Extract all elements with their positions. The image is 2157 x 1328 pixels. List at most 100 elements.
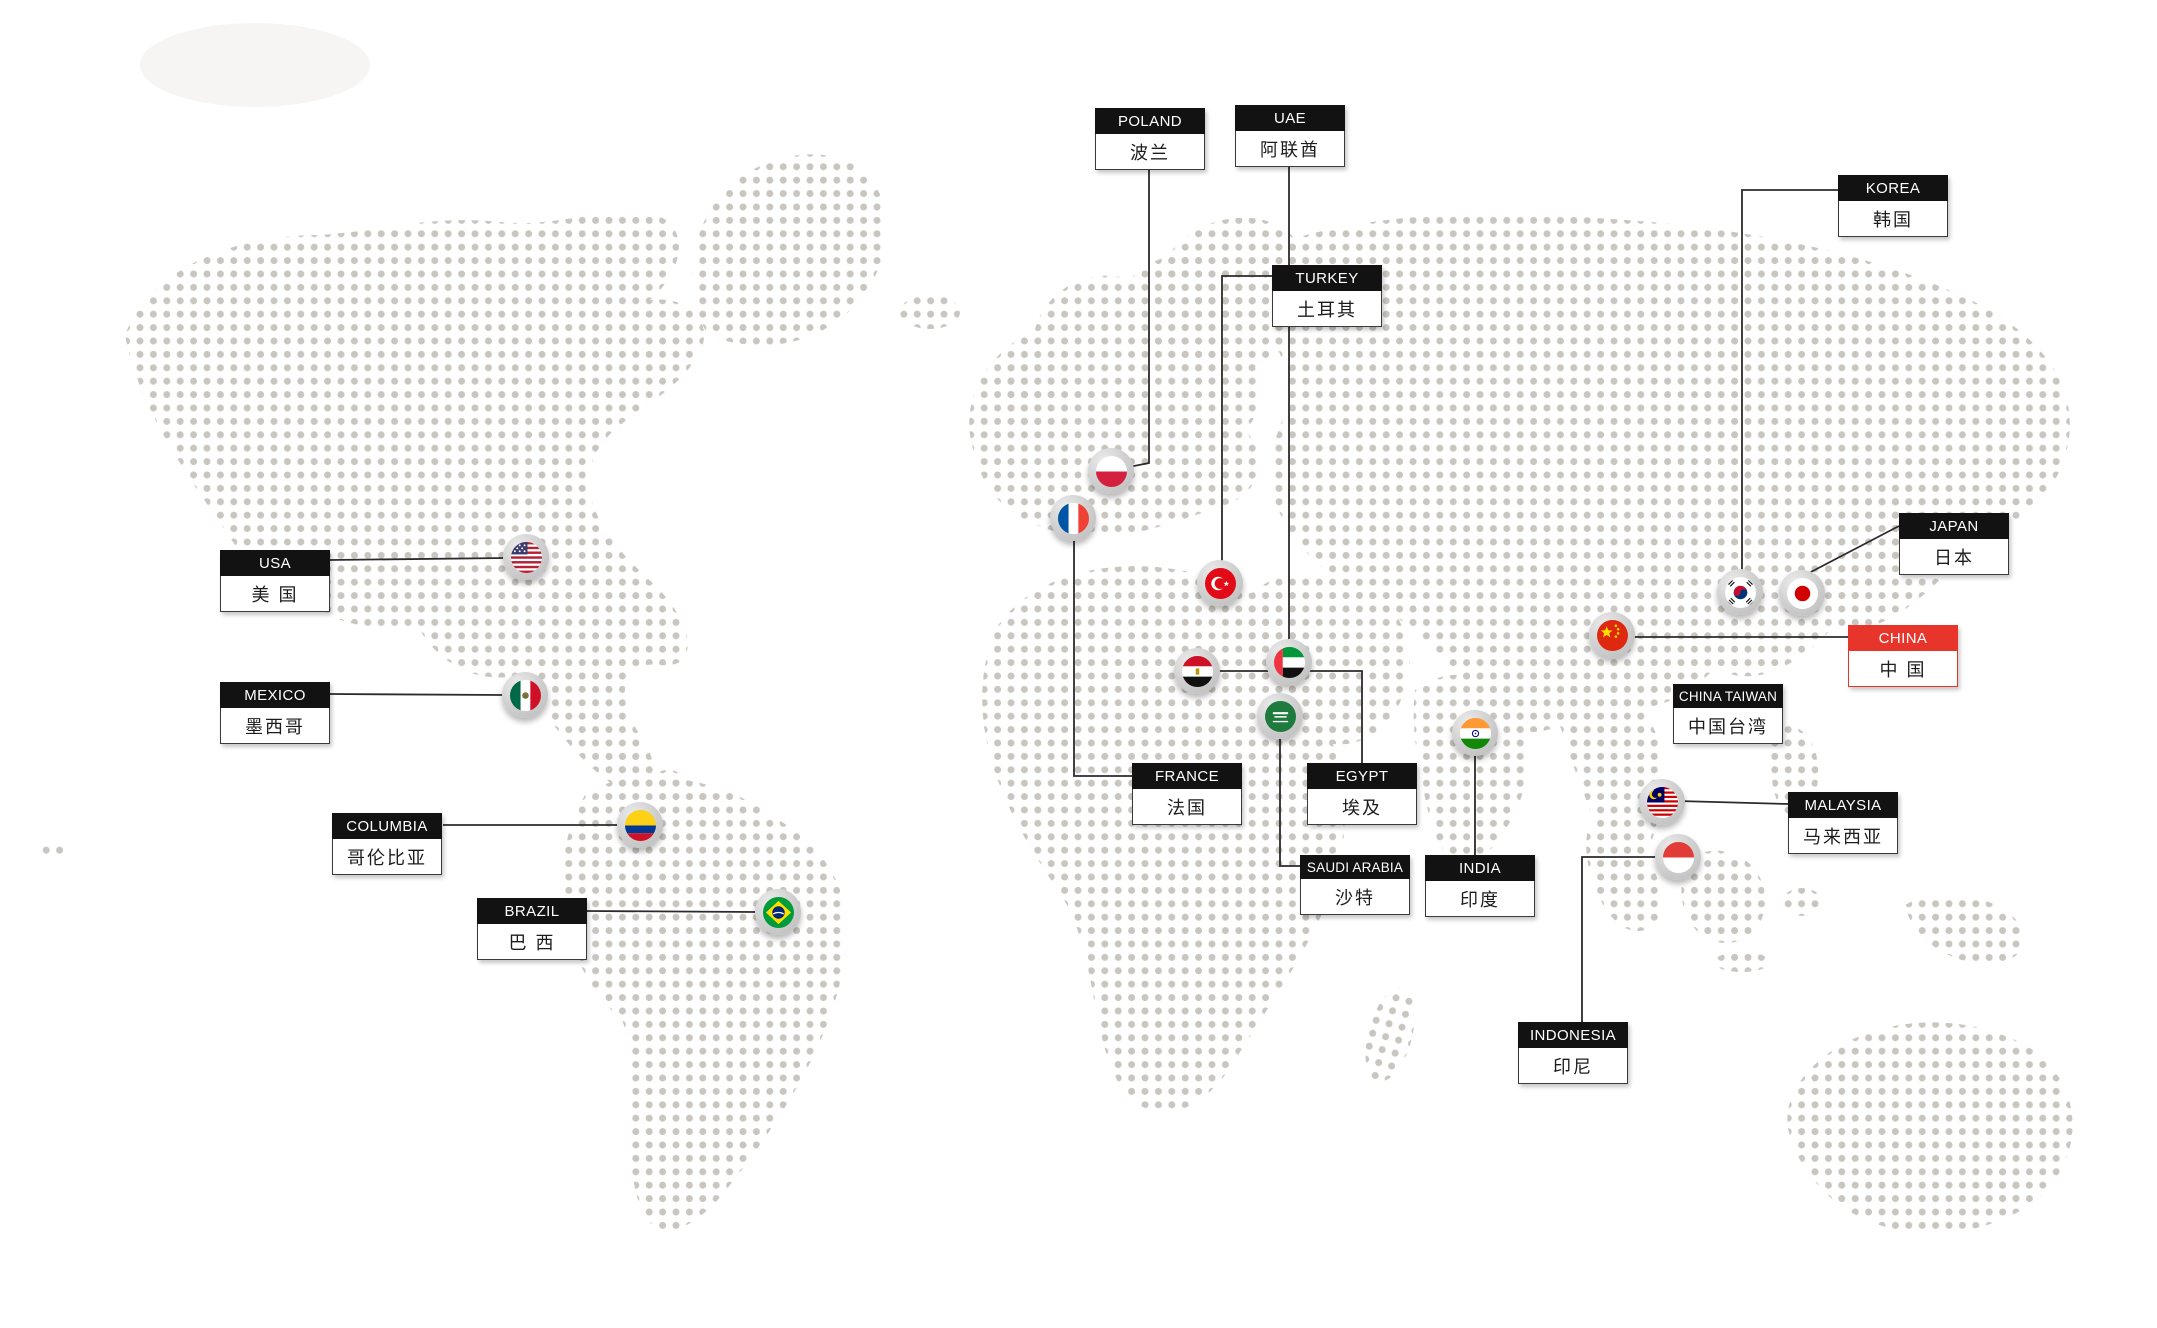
island-greenland bbox=[692, 154, 887, 345]
map-pin-brazil[interactable] bbox=[755, 889, 801, 935]
colombia-flag-icon bbox=[624, 809, 656, 841]
leader-line-korea bbox=[1741, 189, 1838, 575]
country-label-france: FRANCE 法国 bbox=[1132, 763, 1242, 825]
island-madagascar bbox=[1365, 988, 1415, 1082]
country-name-en: JAPAN bbox=[1899, 513, 2009, 539]
country-name-zh: 哥伦比亚 bbox=[332, 839, 442, 875]
country-name-zh: 波兰 bbox=[1095, 134, 1205, 170]
island-new-guinea bbox=[1905, 894, 2025, 964]
island-borneo bbox=[1681, 850, 1766, 944]
country-name-zh: 韩国 bbox=[1838, 201, 1948, 237]
country-name-en: COLUMBIA bbox=[332, 813, 442, 839]
region-india bbox=[1413, 674, 1529, 863]
country-label-china-taiwan: CHINA TAIWAN 中国台湾 bbox=[1673, 684, 1783, 744]
map-pin-turkey[interactable] bbox=[1197, 560, 1243, 606]
country-label-egypt: EGYPT 埃及 bbox=[1307, 763, 1417, 825]
map-pin-france[interactable] bbox=[1050, 495, 1096, 541]
map-pin-usa[interactable] bbox=[503, 534, 549, 580]
country-label-uae: UAE 阿联酋 bbox=[1235, 105, 1345, 167]
japan-flag-icon bbox=[1786, 577, 1818, 609]
country-name-en: KOREA bbox=[1838, 175, 1948, 201]
map-pin-malaysia[interactable] bbox=[1639, 779, 1685, 825]
map-pin-mexico[interactable] bbox=[502, 672, 548, 718]
country-name-zh: 墨西哥 bbox=[220, 708, 330, 744]
country-label-brazil: BRAZIL 巴 西 bbox=[477, 898, 587, 960]
poland-flag-icon bbox=[1095, 455, 1127, 487]
leader-line-malaysia bbox=[1677, 800, 1789, 805]
leader-line-turkey bbox=[1221, 275, 1272, 566]
islands-caribbean-1 bbox=[606, 753, 638, 771]
country-name-zh: 中国台湾 bbox=[1673, 708, 1783, 744]
region-indochina bbox=[1554, 685, 1663, 885]
leader-line-poland bbox=[1123, 163, 1150, 469]
france-flag-icon bbox=[1057, 502, 1089, 534]
malaysia-flag-icon bbox=[1646, 786, 1678, 818]
country-name-zh: 美 国 bbox=[220, 576, 330, 612]
island-iceland bbox=[900, 295, 960, 329]
map-pin-japan[interactable] bbox=[1779, 570, 1825, 616]
country-label-poland: POLAND 波兰 bbox=[1095, 108, 1205, 170]
map-pin-poland[interactable] bbox=[1088, 448, 1134, 494]
uae-flag-icon bbox=[1273, 646, 1305, 678]
country-name-en: CHINA TAIWAN bbox=[1673, 684, 1783, 708]
island-sulawesi bbox=[1782, 888, 1822, 916]
country-label-japan: JAPAN 日本 bbox=[1899, 513, 2009, 575]
map-pin-egypt[interactable] bbox=[1174, 648, 1220, 694]
background-smudge bbox=[140, 23, 370, 107]
map-pin-korea[interactable] bbox=[1717, 569, 1763, 615]
continent-north-america bbox=[125, 212, 705, 793]
country-name-en: UAE bbox=[1235, 105, 1345, 131]
country-label-usa: USA 美 国 bbox=[220, 550, 330, 612]
usa-flag-icon bbox=[510, 541, 542, 573]
country-name-zh: 土耳其 bbox=[1272, 291, 1382, 327]
country-name-en: CHINA bbox=[1848, 625, 1958, 651]
islands-pacific bbox=[41, 841, 69, 859]
turkey-flag-icon bbox=[1204, 567, 1236, 599]
country-name-en: POLAND bbox=[1095, 108, 1205, 134]
country-label-korea: KOREA 韩国 bbox=[1838, 175, 1948, 237]
map-pin-indonesia[interactable] bbox=[1655, 834, 1701, 880]
country-name-zh: 法国 bbox=[1132, 789, 1242, 825]
continent-asia bbox=[1190, 214, 2070, 733]
country-label-mexico: MEXICO 墨西哥 bbox=[220, 682, 330, 744]
country-label-turkey: TURKEY 土耳其 bbox=[1272, 265, 1382, 327]
country-name-zh: 马来西亚 bbox=[1788, 818, 1898, 854]
island-uk bbox=[1004, 354, 1055, 430]
mexico-flag-icon bbox=[509, 679, 541, 711]
leader-line-japan bbox=[1806, 525, 1900, 575]
leader-line-egypt bbox=[1212, 670, 1363, 763]
map-pin-china[interactable] bbox=[1589, 612, 1635, 658]
map-pin-india[interactable] bbox=[1452, 710, 1498, 756]
leader-line-indonesia bbox=[1581, 856, 1661, 1022]
map-pin-uae[interactable] bbox=[1266, 639, 1312, 685]
brazil-flag-icon bbox=[762, 896, 794, 928]
continent-africa bbox=[982, 566, 1345, 1113]
country-name-en: INDONESIA bbox=[1518, 1022, 1628, 1048]
islands-japan bbox=[1829, 466, 1924, 600]
country-name-zh: 埃及 bbox=[1307, 789, 1417, 825]
island-java bbox=[1714, 952, 1770, 972]
country-label-china: CHINA 中 国 bbox=[1848, 625, 1958, 687]
leader-line-mexico bbox=[329, 693, 505, 696]
island-sumatra-malaya bbox=[1586, 827, 1662, 932]
map-pin-columbia[interactable] bbox=[617, 802, 663, 848]
country-name-en: INDIA bbox=[1425, 855, 1535, 881]
leader-line-saudi-arabia bbox=[1279, 732, 1300, 867]
leader-line-france bbox=[1073, 534, 1132, 777]
country-name-zh: 沙特 bbox=[1300, 879, 1410, 915]
map-pin-saudi-arabia[interactable] bbox=[1257, 693, 1303, 739]
egypt-flag-icon bbox=[1181, 655, 1213, 687]
saudi-flag-icon bbox=[1264, 700, 1296, 732]
country-name-zh: 印尼 bbox=[1518, 1048, 1628, 1084]
country-name-zh: 巴 西 bbox=[477, 924, 587, 960]
india-flag-icon bbox=[1459, 717, 1491, 749]
country-name-en: FRANCE bbox=[1132, 763, 1242, 789]
country-name-en: BRAZIL bbox=[477, 898, 587, 924]
country-name-zh: 阿联酋 bbox=[1235, 131, 1345, 167]
leader-line-usa bbox=[329, 557, 507, 561]
indonesia-flag-icon bbox=[1662, 841, 1694, 873]
country-name-en: EGYPT bbox=[1307, 763, 1417, 789]
country-label-malaysia: MALAYSIA 马来西亚 bbox=[1788, 792, 1898, 854]
country-label-india: INDIA 印度 bbox=[1425, 855, 1535, 917]
